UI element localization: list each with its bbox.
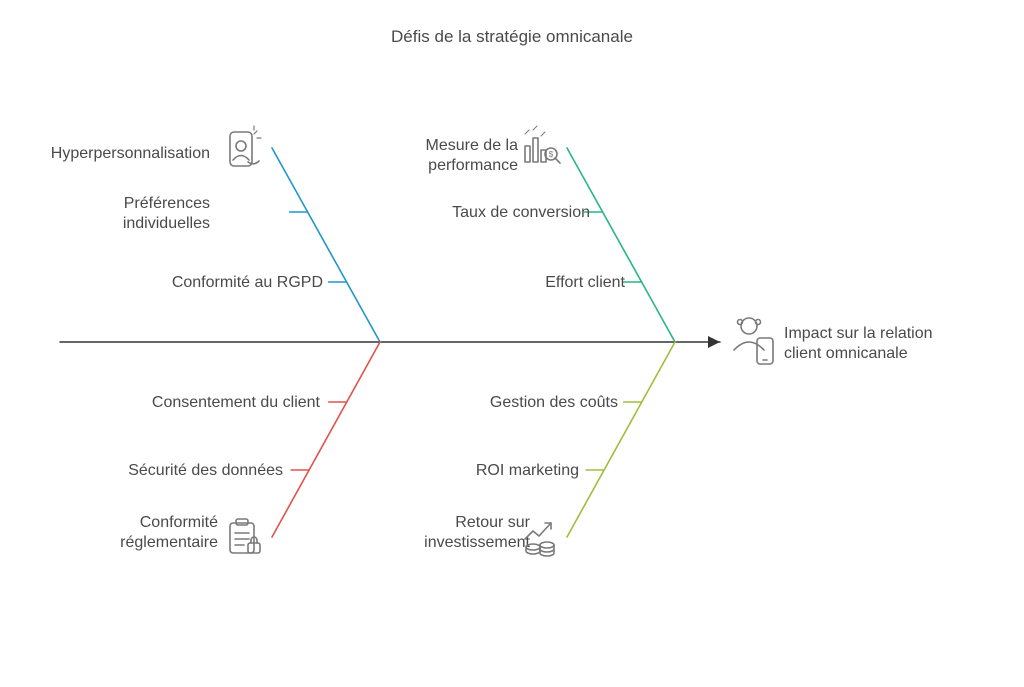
clipboard-lock-icon: [230, 519, 260, 553]
bone-bottom-olive: Retour sur investissement Gestion des coût…: [424, 342, 675, 556]
bone-category-label: investissement: [424, 534, 530, 551]
bones-group: Hyperpersonnalisation Préférences individu…: [51, 126, 675, 556]
rib-label: Préférences: [124, 195, 210, 212]
rib-label: individuelles: [123, 215, 210, 232]
rib-label: Conformité au RGPD: [172, 274, 323, 291]
fishbone-diagram: Défis de la stratégie omnicanale Hyperpe…: [0, 0, 1024, 687]
bone-top-blue: Hyperpersonnalisation Préférences individu…: [51, 126, 380, 342]
rib-label: Taux de conversion: [452, 204, 590, 221]
bone-category-label: Hyperpersonnalisation: [51, 145, 210, 162]
rib-label: Gestion des coûts: [490, 394, 618, 411]
bone-category-label: Mesure de la: [426, 137, 519, 154]
bone-category-label: Retour sur: [455, 514, 530, 531]
bone-category-label: performance: [428, 157, 518, 174]
rib-label: Consentement du client: [152, 394, 321, 411]
effect-label-line2: client omnicanale: [784, 345, 908, 362]
rib-label: ROI marketing: [476, 462, 579, 479]
bone-category-label: réglementaire: [120, 534, 218, 551]
effect-node: Impact sur la relation client omnicanale: [734, 318, 933, 364]
rib-label: Effort client: [545, 274, 625, 291]
bars-magnifier-icon: [525, 126, 560, 163]
rib-label: Sécurité des données: [128, 462, 283, 479]
customer-device-icon: [734, 318, 773, 364]
phone-person-icon: [230, 126, 261, 166]
bone-bottom-red: Conformité réglementaire Consentement du c…: [120, 342, 380, 553]
bone-category-label: Conformité: [140, 514, 218, 531]
spine: [60, 336, 720, 348]
diagram-title: Défis de la stratégie omnicanale: [391, 27, 633, 46]
effect-label-line1: Impact sur la relation: [784, 325, 933, 342]
bone-top-green: Mesure de la performance Taux de conversio…: [426, 126, 676, 342]
